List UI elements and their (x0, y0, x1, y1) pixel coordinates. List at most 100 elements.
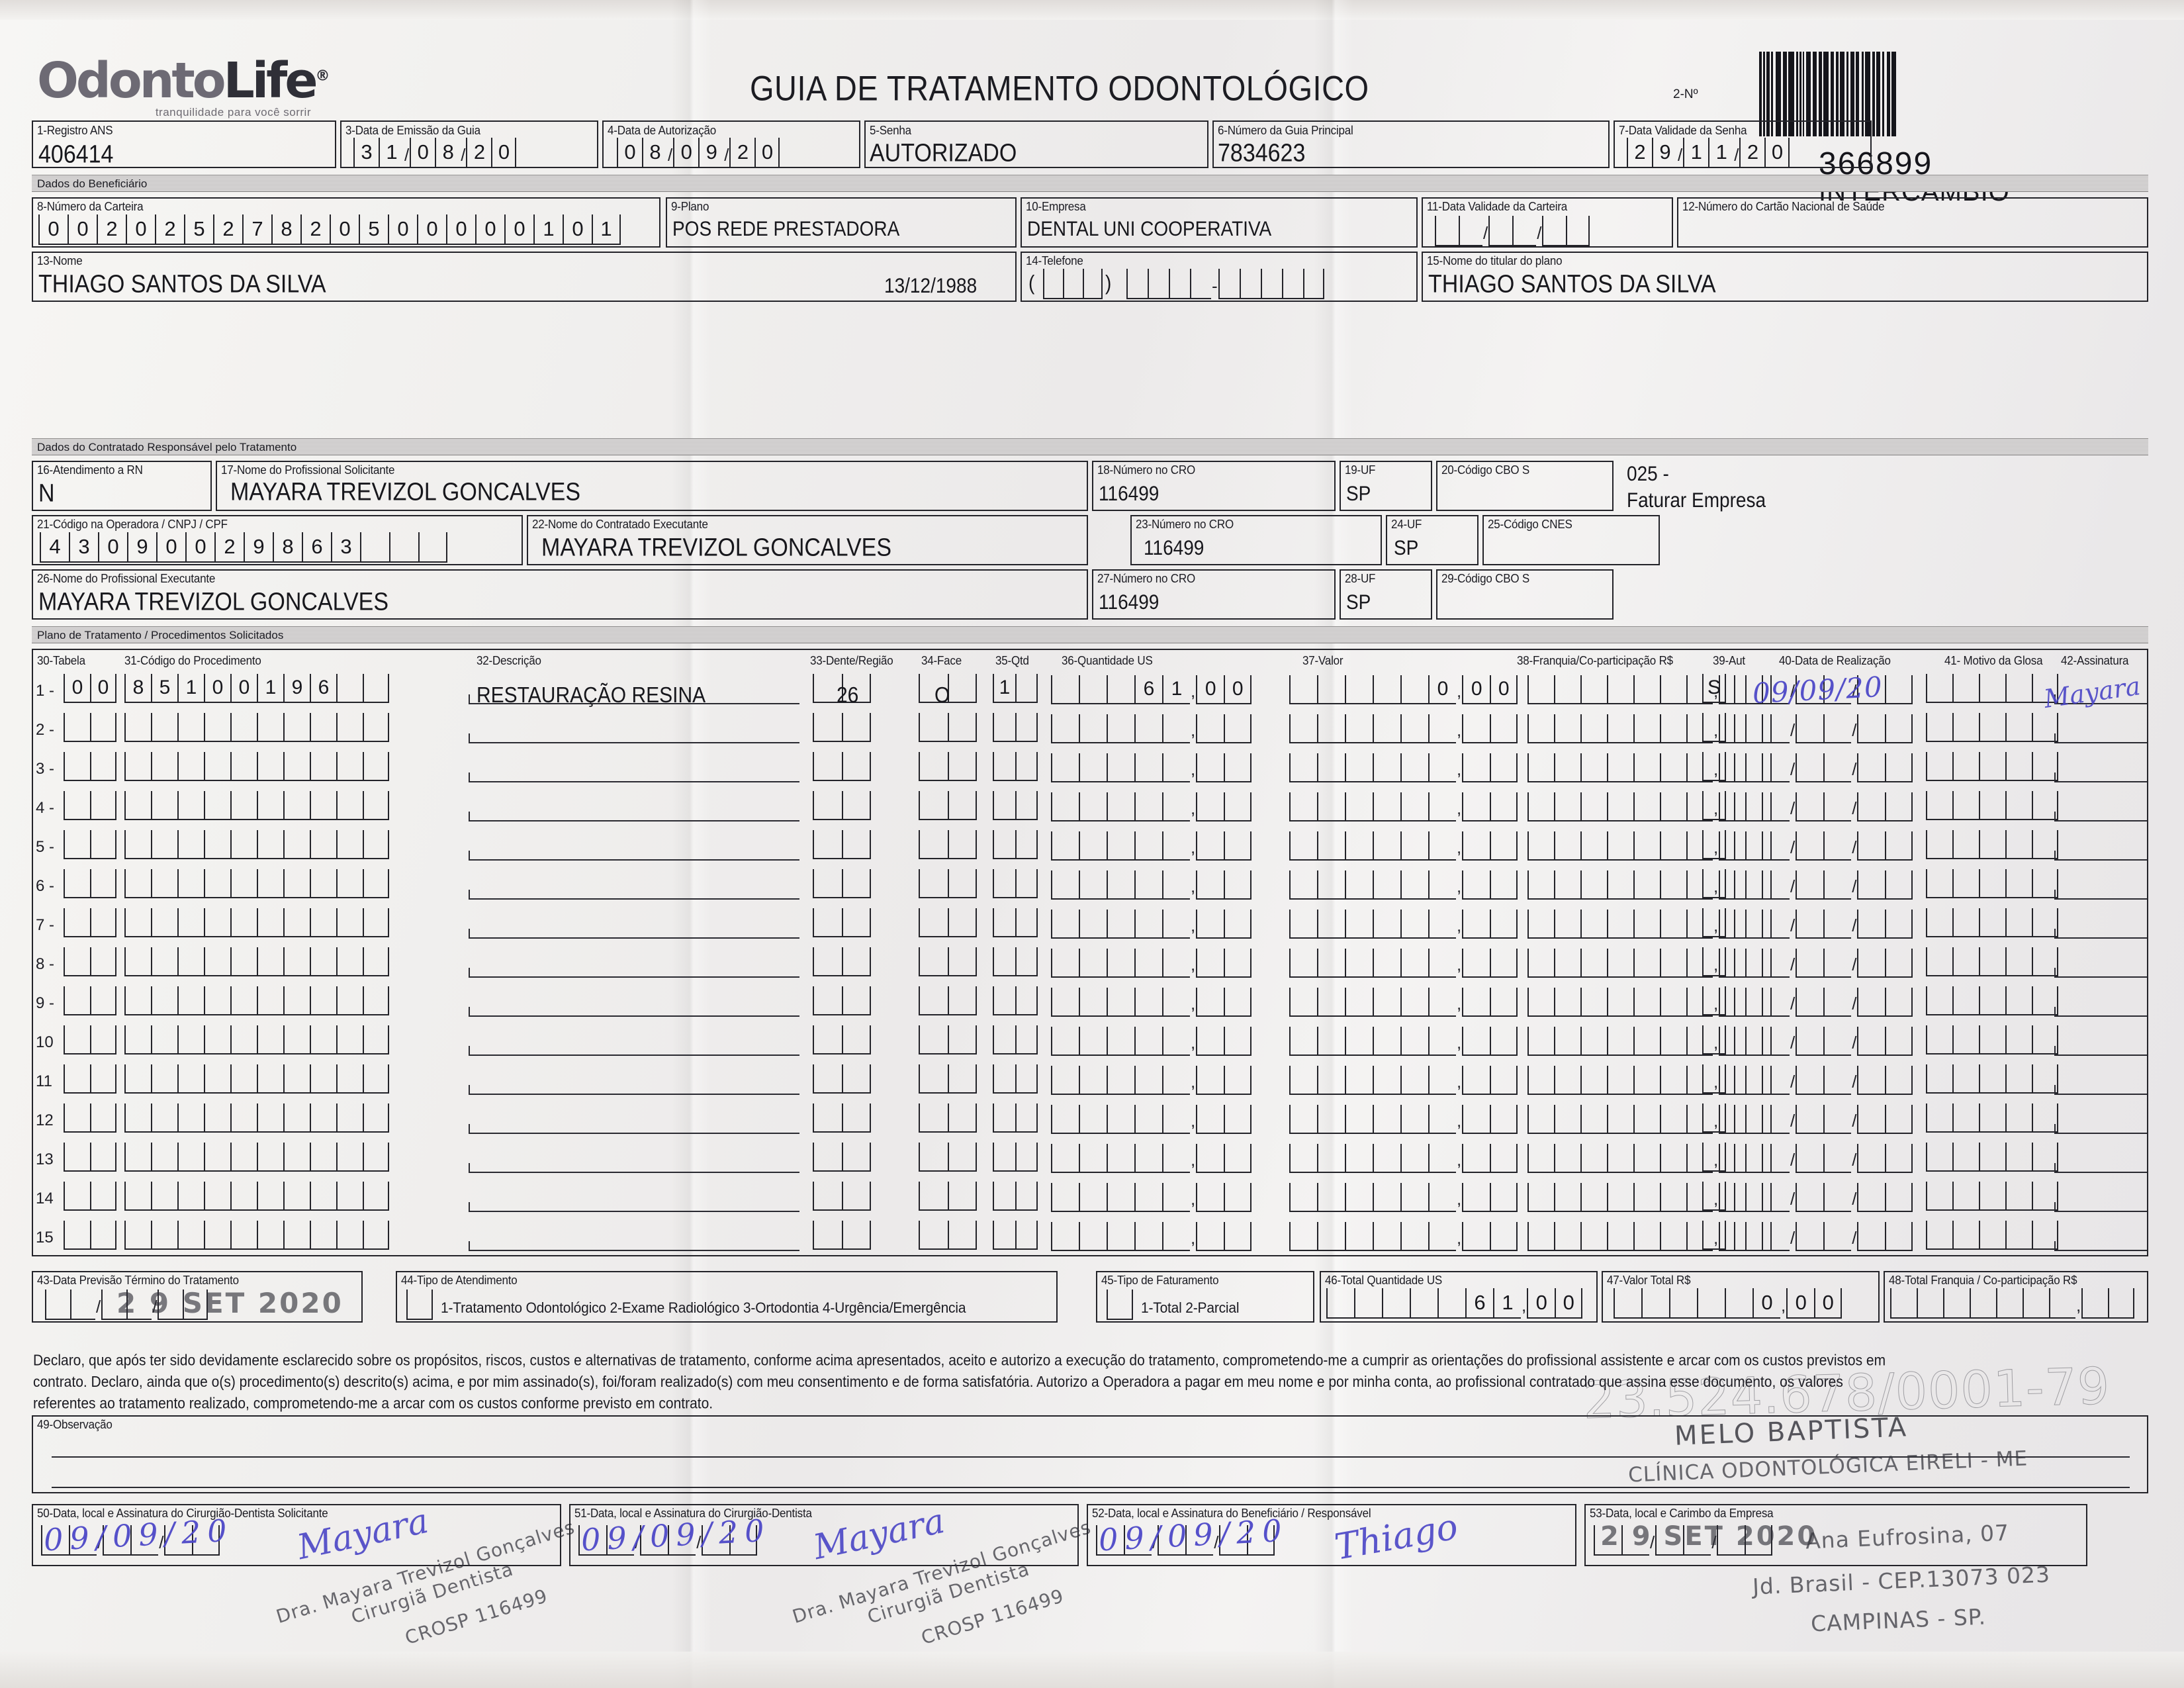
comb-cell[interactable] (204, 1064, 230, 1094)
comb-cell[interactable]: 0 (230, 674, 257, 703)
comb-cell[interactable]: 1 (379, 138, 404, 168)
table-cell-dente[interactable] (813, 908, 871, 937)
comb-cell[interactable] (177, 1143, 204, 1172)
comb-cell[interactable] (948, 1025, 977, 1055)
comb-cell[interactable] (64, 830, 90, 859)
comb-cell[interactable] (813, 674, 842, 703)
comb-cell[interactable] (64, 908, 90, 937)
comb-cell[interactable]: 2 (729, 138, 755, 168)
comb-cell[interactable] (2005, 1143, 2032, 1172)
comb-cell[interactable] (70, 1289, 95, 1320)
comb-cell[interactable] (1970, 1288, 1996, 1319)
comb-cell[interactable] (64, 869, 90, 898)
table-cell-franquia[interactable]: , (1527, 674, 1772, 704)
comb-cell[interactable] (336, 1221, 363, 1250)
table-cell-descricao[interactable] (469, 742, 799, 743)
comb-cell[interactable] (124, 752, 151, 781)
comb-cell[interactable] (1607, 792, 1633, 821)
comb-cell[interactable] (1345, 949, 1373, 978)
comb-cell[interactable] (257, 947, 283, 976)
table-cell-glosa[interactable] (1926, 1182, 2058, 1211)
field-uf-profissional-executante[interactable] (1340, 569, 1432, 620)
comb-cell[interactable] (1857, 1144, 1886, 1173)
table-cell-quantidade-us[interactable]: , (1051, 869, 1252, 900)
table-cell-codigo[interactable] (124, 1064, 389, 1094)
comb-cell[interactable] (1952, 1221, 1979, 1250)
comb-cell[interactable] (151, 791, 177, 820)
table-cell-codigo[interactable] (124, 1103, 389, 1133)
comb-cell[interactable] (1079, 1066, 1107, 1095)
comb-cell[interactable] (177, 830, 204, 859)
comb-cell[interactable] (310, 791, 336, 820)
input-data-previsao-termino[interactable]: / / (45, 1289, 208, 1320)
comb-cell[interactable] (919, 908, 948, 937)
comb-cell[interactable] (1952, 791, 1979, 820)
comb-cell[interactable] (257, 1064, 283, 1094)
comb-cell[interactable] (1926, 1064, 1952, 1094)
comb-cell[interactable] (1079, 1222, 1107, 1251)
table-cell-assinatura[interactable] (2054, 820, 2147, 821)
comb-cell[interactable] (813, 908, 842, 937)
table-cell-qtd[interactable] (993, 986, 1038, 1015)
comb-cell[interactable] (418, 532, 447, 563)
comb-cell[interactable] (1823, 1144, 1852, 1173)
table-cell-descricao[interactable] (469, 1133, 799, 1134)
comb-cell[interactable] (1660, 753, 1686, 782)
comb-cell[interactable] (1289, 1222, 1317, 1251)
comb-cell[interactable]: 0 (1490, 675, 1518, 704)
table-cell-codigo[interactable] (124, 1182, 389, 1211)
comb-cell[interactable] (283, 947, 310, 976)
comb-cell[interactable] (90, 1103, 116, 1133)
comb-cell[interactable] (1702, 1221, 1726, 1250)
comb-cell[interactable] (1345, 714, 1373, 743)
comb-cell[interactable] (1952, 908, 1979, 937)
field-nome-executante[interactable] (527, 515, 1088, 565)
comb-cell[interactable] (310, 752, 336, 781)
comb-cell[interactable]: 0 (1428, 675, 1456, 704)
comb-cell[interactable] (64, 752, 90, 781)
comb-cell[interactable] (1289, 1105, 1317, 1134)
comb-cell[interactable] (124, 1143, 151, 1172)
table-cell-codigo[interactable] (124, 947, 389, 976)
comb-cell[interactable]: 0 (410, 138, 435, 168)
comb-cell[interactable] (1580, 870, 1607, 900)
table-cell-dente[interactable] (813, 830, 871, 859)
comb-cell[interactable] (1428, 1144, 1456, 1173)
comb-cell[interactable] (1762, 949, 1790, 978)
comb-cell[interactable] (1542, 216, 1567, 246)
comb-cell[interactable] (1462, 1183, 1490, 1212)
comb-cell[interactable] (993, 830, 1015, 859)
comb-cell[interactable] (1823, 714, 1852, 743)
comb-cell[interactable] (1015, 674, 1038, 703)
comb-cell[interactable] (90, 908, 116, 937)
comb-cell[interactable] (1823, 792, 1852, 821)
table-cell-data[interactable]: / / (1734, 791, 1913, 821)
comb-cell[interactable] (1428, 1066, 1456, 1095)
comb-cell[interactable] (1107, 1105, 1134, 1134)
comb-cell[interactable] (948, 1221, 977, 1250)
comb-cell[interactable] (1134, 792, 1162, 821)
comb-cell[interactable] (1148, 269, 1169, 299)
comb-cell[interactable] (1317, 753, 1345, 782)
comb-cell[interactable] (2032, 830, 2058, 859)
comb-cell[interactable] (1462, 1027, 1490, 1056)
comb-cell[interactable] (1317, 949, 1345, 978)
table-cell-franquia[interactable]: , (1527, 947, 1772, 978)
comb-cell[interactable] (1373, 831, 1400, 861)
comb-cell[interactable] (1437, 1288, 1465, 1319)
table-cell-quantidade-us[interactable]: , (1051, 947, 1252, 978)
comb-cell[interactable] (257, 1221, 283, 1250)
comb-cell[interactable] (2005, 1221, 2032, 1250)
comb-cell[interactable] (1107, 910, 1134, 939)
comb-cell[interactable] (1107, 1066, 1134, 1095)
comb-cell[interactable] (1527, 870, 1554, 900)
comb-cell[interactable] (1633, 988, 1660, 1017)
comb-cell[interactable] (993, 1025, 1015, 1055)
comb-cell[interactable]: 0 (417, 214, 446, 245)
comb-cell[interactable] (1015, 1221, 1038, 1250)
comb-cell[interactable] (1400, 675, 1428, 704)
comb-cell[interactable] (1317, 1027, 1345, 1056)
comb-cell[interactable] (177, 908, 204, 937)
comb-cell[interactable] (204, 986, 230, 1015)
table-cell-assinatura[interactable] (2054, 1172, 2147, 1173)
